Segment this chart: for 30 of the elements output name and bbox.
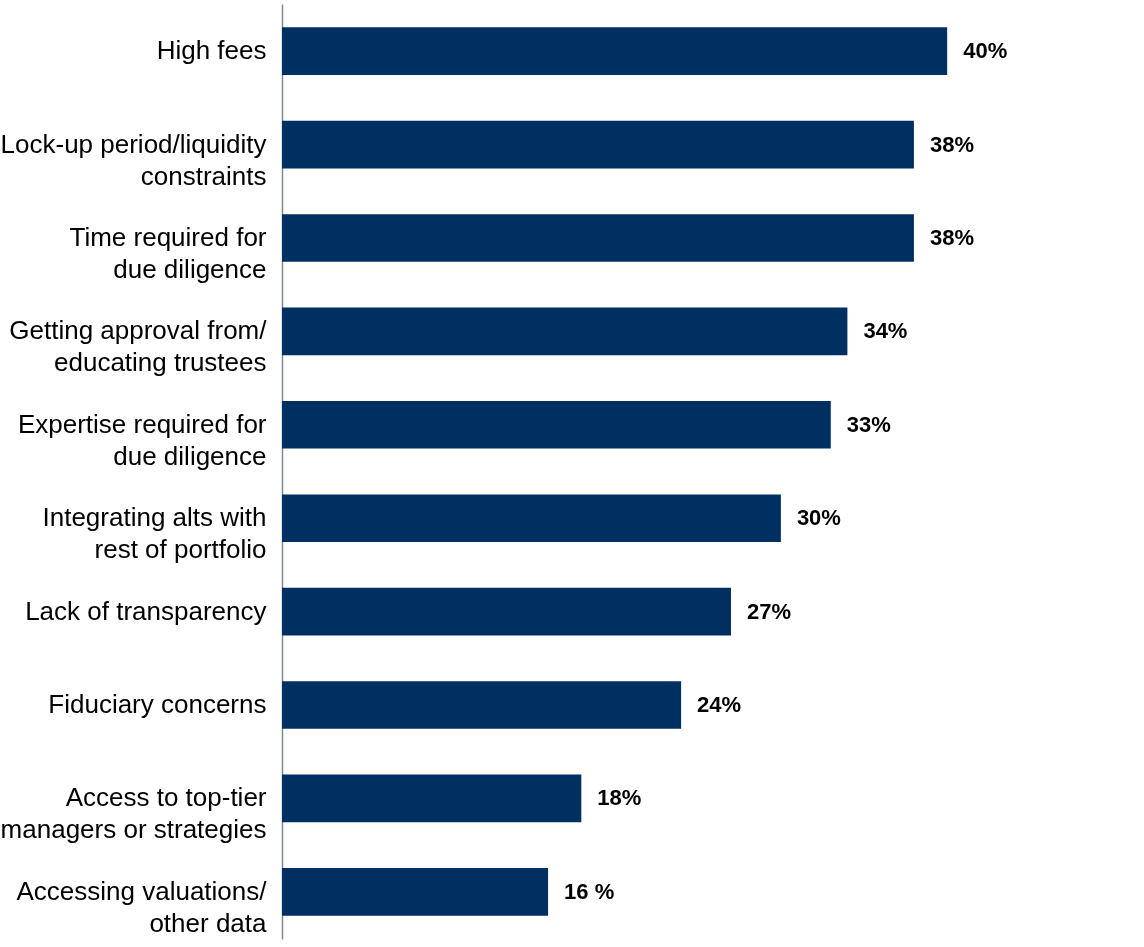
y-tick-label: High fees: [156, 35, 267, 66]
bar: [282, 400, 831, 449]
bar: [282, 494, 781, 543]
data-label: 24%: [697, 692, 742, 718]
y-tick-label: Lack of transparency: [25, 595, 267, 626]
y-tick-label: Expertise required for due diligence: [17, 408, 267, 471]
y-tick-label: Getting approval from/ educating trustees: [9, 315, 268, 378]
data-label: 40%: [963, 38, 1008, 64]
data-label: 34%: [863, 318, 908, 344]
bar: [282, 27, 948, 75]
y-tick-label: Accessing valuations/ other data: [16, 875, 268, 938]
bar: [282, 214, 914, 262]
data-label: 16 %: [564, 878, 615, 904]
data-label: 27%: [747, 598, 792, 624]
y-tick-label: Time required for due diligence: [69, 221, 267, 284]
data-label: 38%: [929, 131, 974, 157]
bar: [282, 120, 914, 169]
bar: [282, 587, 731, 636]
data-label: 30%: [796, 505, 841, 531]
bar: [282, 681, 682, 729]
bar: [282, 307, 848, 356]
data-label: 33%: [846, 411, 891, 437]
bar: [282, 774, 582, 823]
bar: [282, 868, 549, 916]
y-tick-label: Fiduciary concerns: [48, 689, 267, 720]
y-tick-label: Access to top-tier managers or strategies: [0, 782, 267, 845]
y-tick-label: Integrating alts with rest of portfolio: [42, 502, 267, 565]
data-label: 38%: [929, 224, 974, 250]
data-label: 18%: [597, 785, 642, 811]
y-tick-label: Lock-up period/liquidity constraints: [0, 128, 267, 191]
